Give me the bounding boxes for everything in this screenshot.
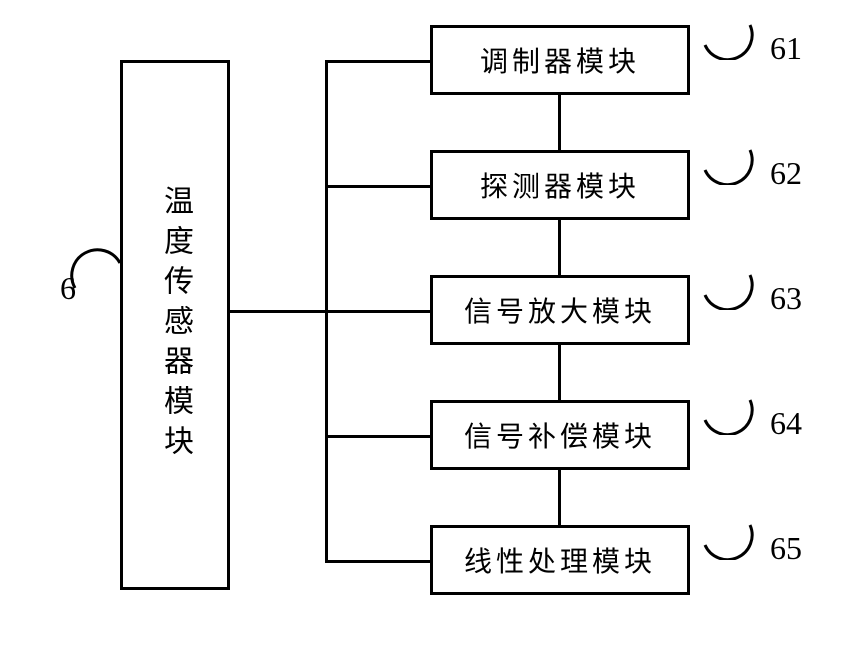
callout-61 [700,10,760,60]
left-block-label: 温度传感器模块 [160,185,190,465]
vlink-61-62 [558,95,561,150]
block-61: 调制器模块 [430,25,690,95]
stub-61 [325,60,430,63]
block-63: 信号放大模块 [430,275,690,345]
vlink-64-65 [558,470,561,525]
block-64-label: 信号补偿模块 [464,415,656,455]
callout-62 [700,135,760,185]
block-61-label: 调制器模块 [480,40,640,80]
label-61: 61 [770,30,802,67]
stub-left [230,310,328,313]
label-6: 6 [60,270,76,307]
stub-63 [325,310,430,313]
callout-64 [700,385,760,435]
callout-65 [700,510,760,560]
callout-63 [700,260,760,310]
block-64: 信号补偿模块 [430,400,690,470]
callout-6 [70,243,130,293]
label-62: 62 [770,155,802,192]
block-62-label: 探测器模块 [480,165,640,205]
block-62: 探测器模块 [430,150,690,220]
label-65: 65 [770,530,802,567]
label-64: 64 [770,405,802,442]
stub-62 [325,185,430,188]
vlink-62-63 [558,220,561,275]
stub-64 [325,435,430,438]
block-65: 线性处理模块 [430,525,690,595]
vlink-63-64 [558,345,561,400]
label-63: 63 [770,280,802,317]
block-63-label: 信号放大模块 [464,290,656,330]
block-65-label: 线性处理模块 [464,540,656,580]
stub-65 [325,560,430,563]
left-block: 温度传感器模块 [120,60,230,590]
